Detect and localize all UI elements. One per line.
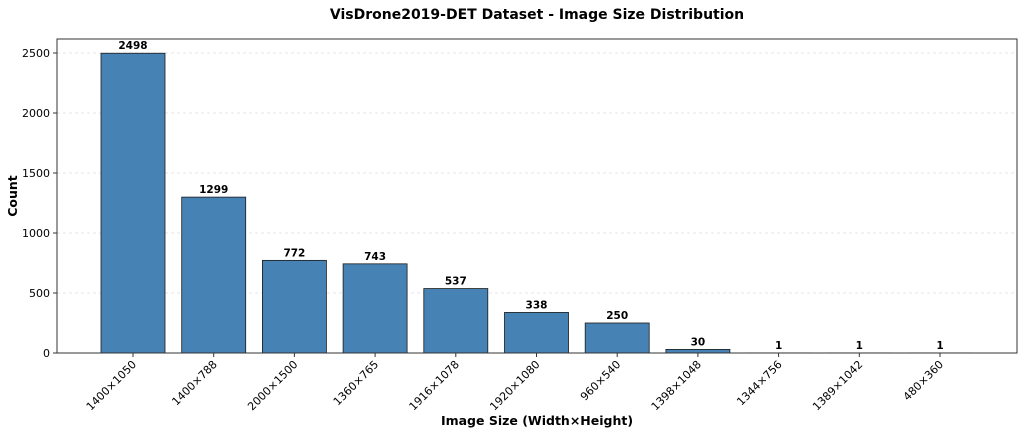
bar — [181, 196, 247, 354]
bar-value-label: 30 — [691, 336, 706, 348]
bar — [665, 348, 731, 354]
bar-value-label: 250 — [606, 310, 628, 322]
bar — [342, 263, 408, 354]
x-tick-label: 1400×1050 — [84, 358, 139, 413]
bar — [261, 259, 327, 354]
bar-value-label: 1 — [856, 340, 863, 352]
bar-value-label: 743 — [364, 251, 386, 263]
x-tick-label: 1389×1042 — [810, 358, 865, 413]
y-tick-label: 1500 — [22, 167, 50, 180]
y-axis-label: Count — [5, 175, 20, 217]
x-tick-label: 2000×1500 — [245, 358, 300, 413]
y-tick-label: 2000 — [22, 107, 50, 120]
bar — [100, 52, 166, 354]
bar — [584, 322, 650, 354]
bar-value-label: 1 — [775, 340, 782, 352]
bars: 2498 1299 772 743 537 338 250 30 1 1 1 — [100, 40, 973, 354]
y-axis: 0 500 1000 1500 2000 2500 — [22, 47, 57, 360]
bar — [504, 312, 569, 354]
y-tick-label: 0 — [43, 347, 50, 360]
bar — [423, 288, 489, 354]
x-tick-label: 1920×1080 — [487, 358, 542, 413]
x-tick-label: 1344×756 — [734, 358, 784, 408]
x-axis-label: Image Size (Width×Height) — [441, 413, 633, 428]
x-axis: 1400×1050 1400×788 2000×1500 1360×765 1916×1… — [84, 353, 946, 413]
bar-value-label: 2498 — [118, 40, 147, 52]
x-tick-label: 960×540 — [578, 358, 623, 403]
x-tick-label: 1398×1048 — [649, 358, 704, 413]
y-tick-label: 1000 — [22, 227, 50, 240]
bar-value-label: 338 — [526, 299, 548, 311]
y-tick-label: 500 — [29, 287, 50, 300]
x-tick-label: 480×360 — [901, 358, 946, 403]
x-tick-label: 1400×788 — [169, 358, 219, 408]
x-tick-label: 1916×1078 — [407, 358, 462, 413]
bar-value-label: 1299 — [199, 184, 228, 196]
gridlines — [57, 52, 1017, 294]
bar-value-label: 772 — [283, 247, 305, 259]
y-tick-label: 2500 — [22, 47, 50, 60]
chart-title: VisDrone2019-DET Dataset - Image Size Di… — [330, 7, 744, 23]
bar-value-label: 1 — [936, 340, 943, 352]
bar-value-label: 537 — [445, 276, 467, 288]
x-tick-label: 1360×765 — [331, 358, 381, 408]
